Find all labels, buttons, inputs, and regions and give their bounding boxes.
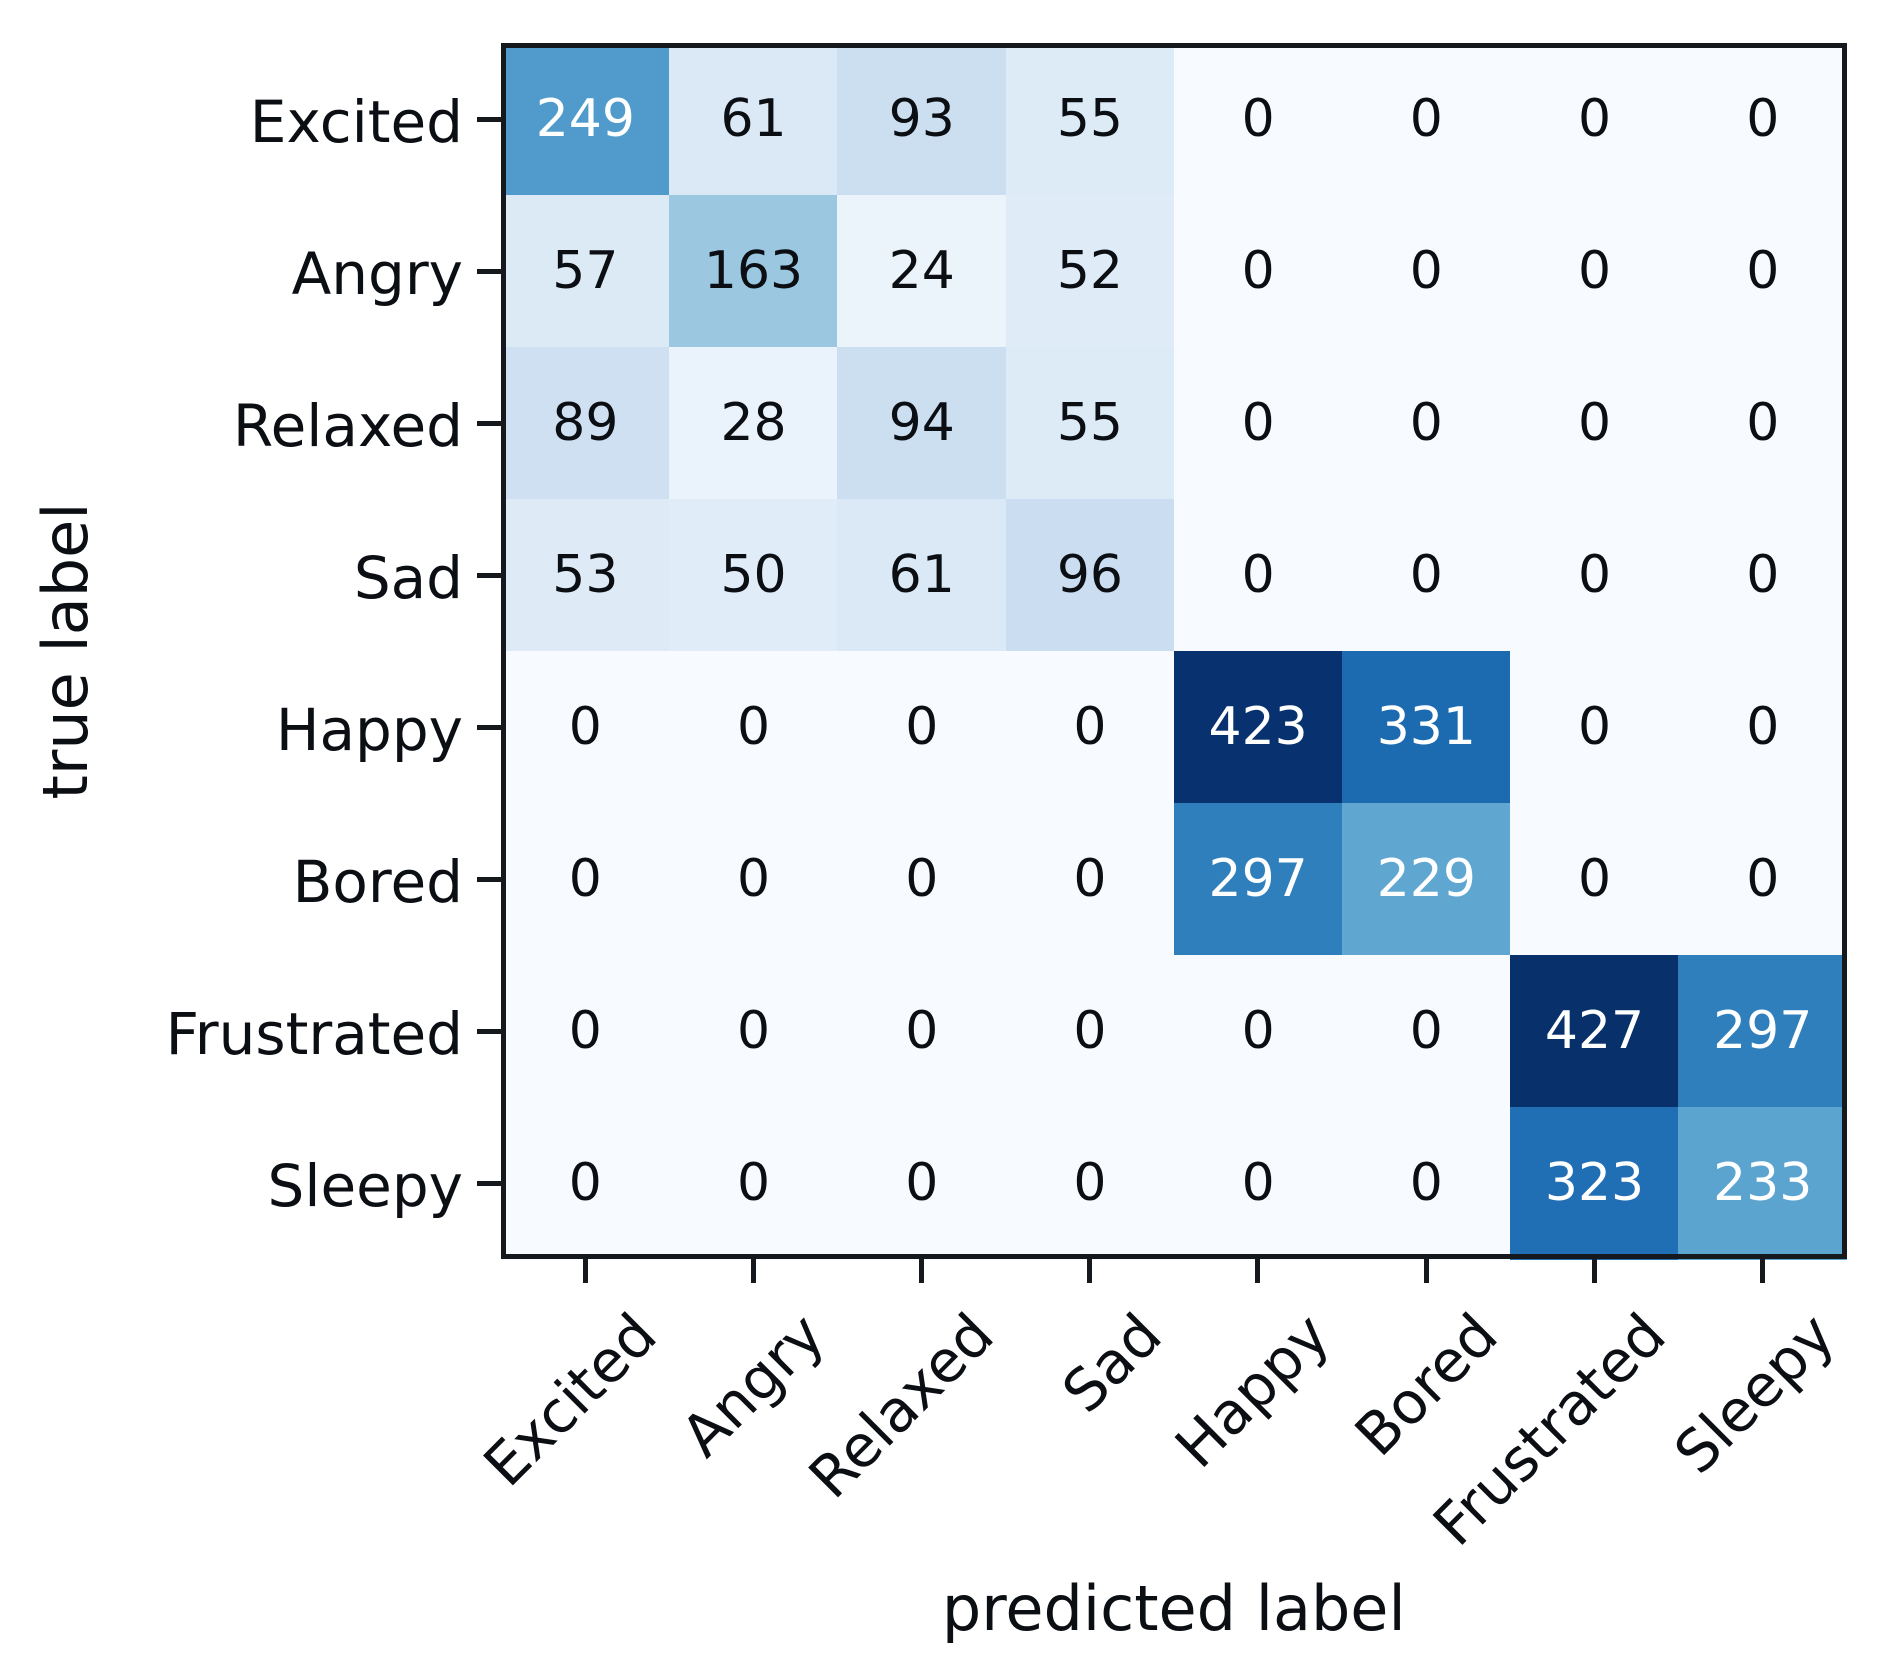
- x-tick-mark: [1760, 1259, 1765, 1283]
- matrix-cell: 0: [1173, 43, 1343, 196]
- matrix-cell: 0: [1510, 803, 1679, 956]
- matrix-cell: 61: [837, 499, 1007, 652]
- matrix-cell: 331: [1342, 651, 1511, 804]
- matrix-cell: 0: [501, 1107, 670, 1260]
- matrix-cell: 0: [1173, 955, 1343, 1108]
- matrix-cell: 0: [837, 803, 1007, 956]
- matrix-cell: 57: [501, 195, 670, 348]
- matrix-cell: 233: [1678, 1107, 1848, 1260]
- x-tick-mark: [1255, 1259, 1261, 1283]
- matrix-cell: 52: [1005, 195, 1175, 348]
- matrix-cell: 0: [501, 955, 670, 1108]
- matrix-cell: 0: [1342, 43, 1511, 196]
- matrix-cell: 0: [1005, 803, 1175, 956]
- matrix-cell: 93: [837, 43, 1007, 196]
- matrix-cell: 0: [1173, 499, 1343, 652]
- y-tick-mark: [477, 876, 501, 882]
- matrix-cell: 0: [1510, 651, 1679, 804]
- matrix-cell: 0: [837, 955, 1007, 1108]
- matrix-cell: 0: [1678, 651, 1848, 804]
- matrix-cell: 0: [669, 955, 838, 1108]
- x-axis-title: predicted label: [941, 1572, 1406, 1645]
- matrix-cell: 0: [1005, 955, 1175, 1108]
- y-tick-label: Frustrated: [165, 1000, 463, 1068]
- y-tick-label: Happy: [275, 696, 463, 764]
- matrix-cell: 0: [1510, 195, 1679, 348]
- x-tick-label: Angry: [668, 1300, 838, 1470]
- x-tick-mark: [1087, 1259, 1093, 1283]
- matrix-cell: 0: [501, 651, 670, 804]
- y-tick-label: Sad: [353, 544, 463, 612]
- matrix-cell: 61: [669, 43, 838, 196]
- matrix-cell: 297: [1678, 955, 1848, 1108]
- matrix-cell: 55: [1005, 347, 1175, 500]
- y-tick-label: Angry: [291, 240, 463, 308]
- y-tick-mark: [477, 116, 501, 122]
- matrix-cell: 0: [501, 803, 670, 956]
- matrix-cell: 0: [1005, 651, 1175, 804]
- matrix-cell: 0: [669, 651, 838, 804]
- matrix-cell: 0: [1173, 195, 1343, 348]
- matrix-cell: 24: [837, 195, 1007, 348]
- matrix-cell: 0: [669, 803, 838, 956]
- x-tick-mark: [750, 1259, 756, 1283]
- matrix-cell: 0: [837, 1107, 1007, 1260]
- matrix-cell: 0: [1678, 803, 1848, 956]
- matrix-cell: 0: [1510, 499, 1679, 652]
- matrix-cell: 163: [669, 195, 838, 348]
- matrix-cell: 53: [501, 499, 670, 652]
- y-tick-label: Bored: [292, 848, 463, 916]
- matrix-cell: 0: [1678, 195, 1848, 348]
- matrix-cell: 423: [1173, 651, 1343, 804]
- matrix-cell: 249: [501, 43, 670, 196]
- matrix-cell: 0: [1510, 43, 1679, 196]
- matrix-cell: 323: [1510, 1107, 1679, 1260]
- matrix-cell: 96: [1005, 499, 1175, 652]
- y-tick-label: Relaxed: [232, 392, 463, 460]
- x-tick-label: Frustrated: [1420, 1300, 1679, 1559]
- matrix-cell: 0: [1173, 1107, 1343, 1260]
- matrix-cell: 0: [1678, 43, 1848, 196]
- x-tick-mark: [1423, 1259, 1429, 1283]
- matrix-cell: 0: [1342, 955, 1511, 1108]
- matrix-cell: 89: [501, 347, 670, 500]
- matrix-cell: 427: [1510, 955, 1679, 1108]
- matrix-cell: 0: [837, 651, 1007, 804]
- y-tick-mark: [477, 572, 501, 578]
- matrix-cell: 55: [1005, 43, 1175, 196]
- matrix-cell: 0: [669, 1107, 838, 1260]
- x-tick-mark: [582, 1259, 588, 1283]
- y-tick-label: Sleepy: [267, 1152, 463, 1220]
- matrix-cell: 0: [1678, 499, 1848, 652]
- x-tick-mark: [919, 1259, 924, 1283]
- matrix-cell: 0: [1342, 499, 1511, 652]
- y-tick-mark: [477, 1028, 501, 1034]
- matrix-cell: 0: [1342, 1107, 1511, 1260]
- y-tick-label: Excited: [249, 88, 463, 156]
- matrix-cell: 229: [1342, 803, 1511, 956]
- matrix-cell: 297: [1173, 803, 1343, 956]
- matrix-cell: 0: [1005, 1107, 1175, 1260]
- x-tick-mark: [1591, 1259, 1597, 1283]
- y-tick-mark: [477, 420, 501, 426]
- y-tick-mark: [477, 724, 501, 730]
- matrix-cell: 50: [669, 499, 838, 652]
- matrix-cell: 0: [1510, 347, 1679, 500]
- matrix-cell: 0: [1173, 347, 1343, 500]
- matrix-cell: 0: [1678, 347, 1848, 500]
- x-tick-label: Excited: [470, 1300, 670, 1500]
- heatmap-plot-area: 249 61 93 55 0 0 0 0 57 163 24 52 0 0 0 0 89 28 94 55 0 0 0 0 53…: [501, 43, 1848, 1260]
- matrix-cell: 28: [669, 347, 838, 500]
- matrix-cell: 0: [1342, 195, 1511, 348]
- x-tick-label: Sleepy: [1660, 1300, 1848, 1487]
- y-tick-mark: [477, 268, 501, 274]
- y-tick-mark: [477, 1180, 501, 1186]
- matrix-cell: 0: [1342, 347, 1511, 500]
- matrix-cell: 94: [837, 347, 1007, 500]
